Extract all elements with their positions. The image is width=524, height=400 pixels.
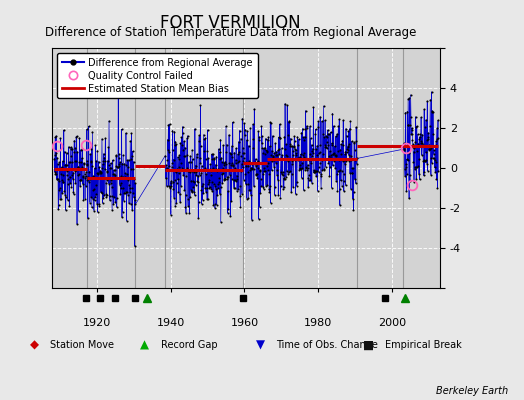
Text: Empirical Break: Empirical Break: [385, 340, 461, 350]
Text: 1960: 1960: [231, 318, 258, 328]
Text: ▲: ▲: [140, 338, 149, 352]
Text: FORT VERMILION: FORT VERMILION: [160, 14, 301, 32]
Text: 1920: 1920: [83, 318, 111, 328]
Text: 1980: 1980: [304, 318, 332, 328]
Text: Station Move: Station Move: [50, 340, 114, 350]
Text: ◆: ◆: [30, 338, 39, 352]
Text: ■: ■: [363, 338, 374, 352]
Text: ▼: ▼: [256, 338, 265, 352]
Text: Difference of Station Temperature Data from Regional Average: Difference of Station Temperature Data f…: [45, 26, 416, 39]
Text: 1940: 1940: [157, 318, 184, 328]
Text: Record Gap: Record Gap: [161, 340, 217, 350]
Text: Time of Obs. Change: Time of Obs. Change: [276, 340, 378, 350]
Legend: Difference from Regional Average, Quality Control Failed, Estimated Station Mean: Difference from Regional Average, Qualit…: [57, 53, 258, 98]
Text: Berkeley Earth: Berkeley Earth: [436, 386, 508, 396]
Text: 2000: 2000: [378, 318, 406, 328]
